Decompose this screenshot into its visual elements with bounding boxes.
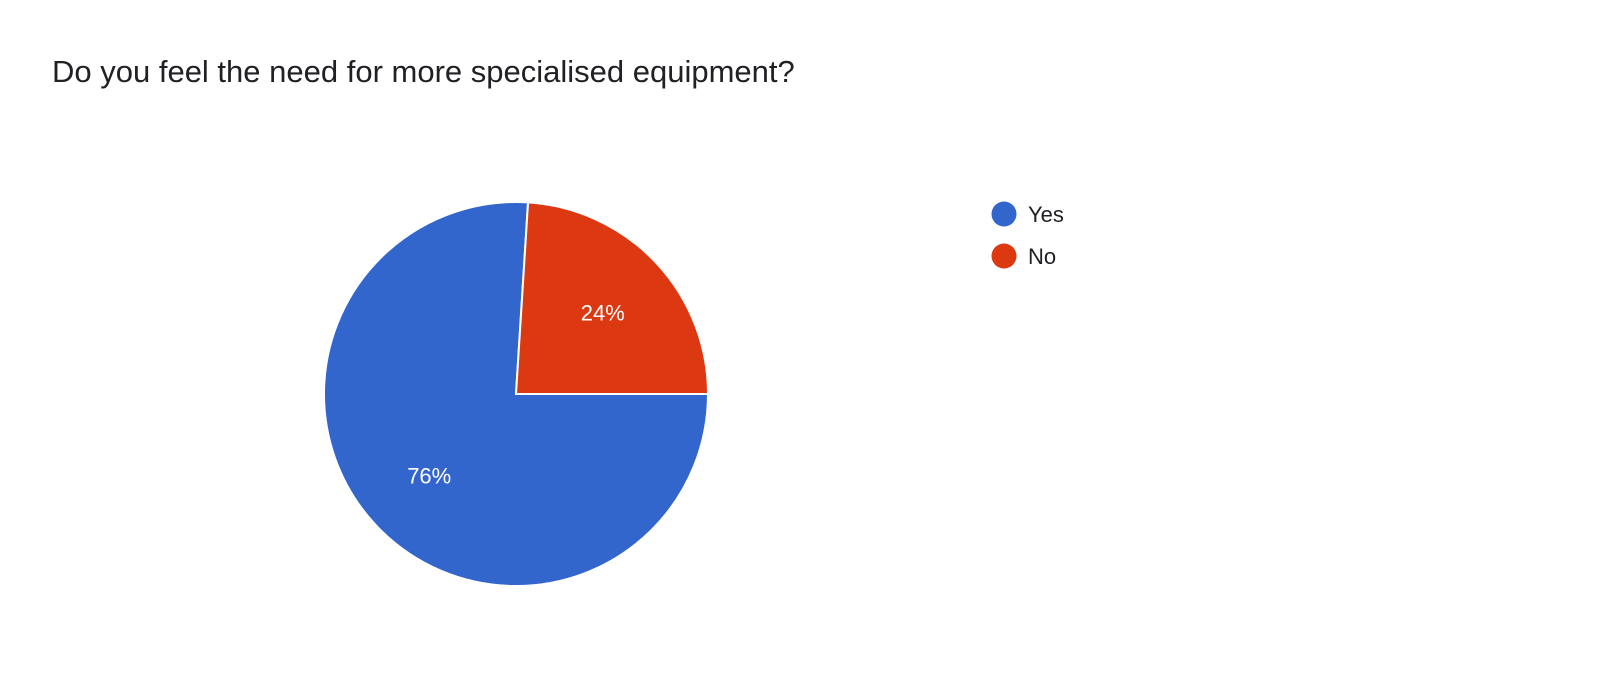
chart-title: Do you feel the need for more specialise… <box>52 54 795 89</box>
legend-marker <box>991 243 1017 269</box>
slice-label: 24% <box>581 301 625 326</box>
legend-marker <box>991 201 1017 227</box>
legend-label: No <box>1028 244 1056 269</box>
legend-label: Yes <box>1028 202 1064 227</box>
slice-label: 76% <box>407 463 451 488</box>
pie-slice-yes <box>323 201 710 587</box>
pie-slice-no <box>514 201 710 395</box>
